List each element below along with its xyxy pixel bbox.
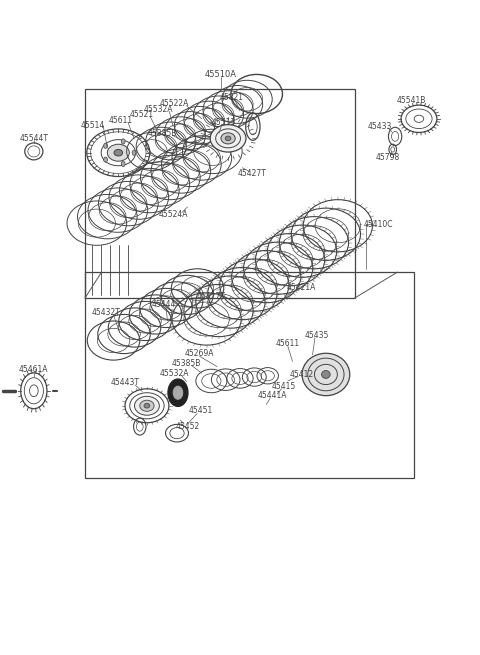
Text: 45513: 45513: [211, 117, 235, 126]
Circle shape: [104, 157, 108, 162]
Circle shape: [104, 143, 108, 148]
Text: 45444: 45444: [152, 300, 176, 309]
Ellipse shape: [322, 371, 330, 379]
Text: 45433: 45433: [368, 122, 392, 131]
Text: 45412: 45412: [290, 370, 314, 379]
Circle shape: [121, 139, 125, 144]
Ellipse shape: [168, 379, 188, 406]
Text: 45544T: 45544T: [19, 134, 48, 143]
Bar: [85, 90, 355, 298]
Ellipse shape: [173, 386, 183, 400]
Circle shape: [121, 161, 125, 166]
Text: 45798: 45798: [376, 153, 400, 162]
Ellipse shape: [302, 353, 350, 396]
Text: 45611: 45611: [276, 339, 300, 348]
Text: 45441A: 45441A: [258, 392, 287, 400]
Text: 45421A: 45421A: [287, 282, 316, 291]
Ellipse shape: [108, 144, 129, 161]
Ellipse shape: [210, 124, 246, 152]
Circle shape: [132, 150, 136, 155]
Ellipse shape: [144, 403, 150, 408]
Text: 45522A: 45522A: [160, 100, 189, 108]
Ellipse shape: [225, 136, 231, 141]
Text: 45385B: 45385B: [172, 359, 201, 368]
Text: 45410C: 45410C: [364, 220, 393, 229]
Ellipse shape: [114, 149, 122, 156]
Text: 45461A: 45461A: [19, 365, 48, 375]
Text: 45521: 45521: [129, 111, 153, 119]
Text: 45524A: 45524A: [158, 210, 188, 219]
Text: 45443T: 45443T: [111, 379, 140, 388]
Text: 45415: 45415: [272, 382, 296, 390]
Text: 45385B: 45385B: [147, 129, 177, 138]
Text: 45427T: 45427T: [197, 291, 226, 301]
Text: 45452: 45452: [175, 422, 200, 431]
Text: 45514: 45514: [81, 121, 105, 130]
Bar: [85, 272, 414, 477]
Text: 45821: 45821: [219, 94, 243, 102]
Text: 45432T: 45432T: [92, 308, 121, 317]
Text: 45435: 45435: [305, 331, 329, 340]
Text: 45532A: 45532A: [160, 369, 190, 378]
Text: 45427T: 45427T: [238, 169, 266, 178]
Text: 45611: 45611: [108, 115, 133, 124]
Text: 45532A: 45532A: [143, 105, 173, 114]
Text: 45269A: 45269A: [185, 349, 214, 358]
Text: 45510A: 45510A: [205, 70, 237, 79]
Ellipse shape: [134, 396, 159, 415]
Text: 45451: 45451: [189, 407, 213, 415]
Ellipse shape: [221, 133, 235, 144]
Text: 45541B: 45541B: [397, 96, 427, 105]
Ellipse shape: [140, 400, 154, 411]
